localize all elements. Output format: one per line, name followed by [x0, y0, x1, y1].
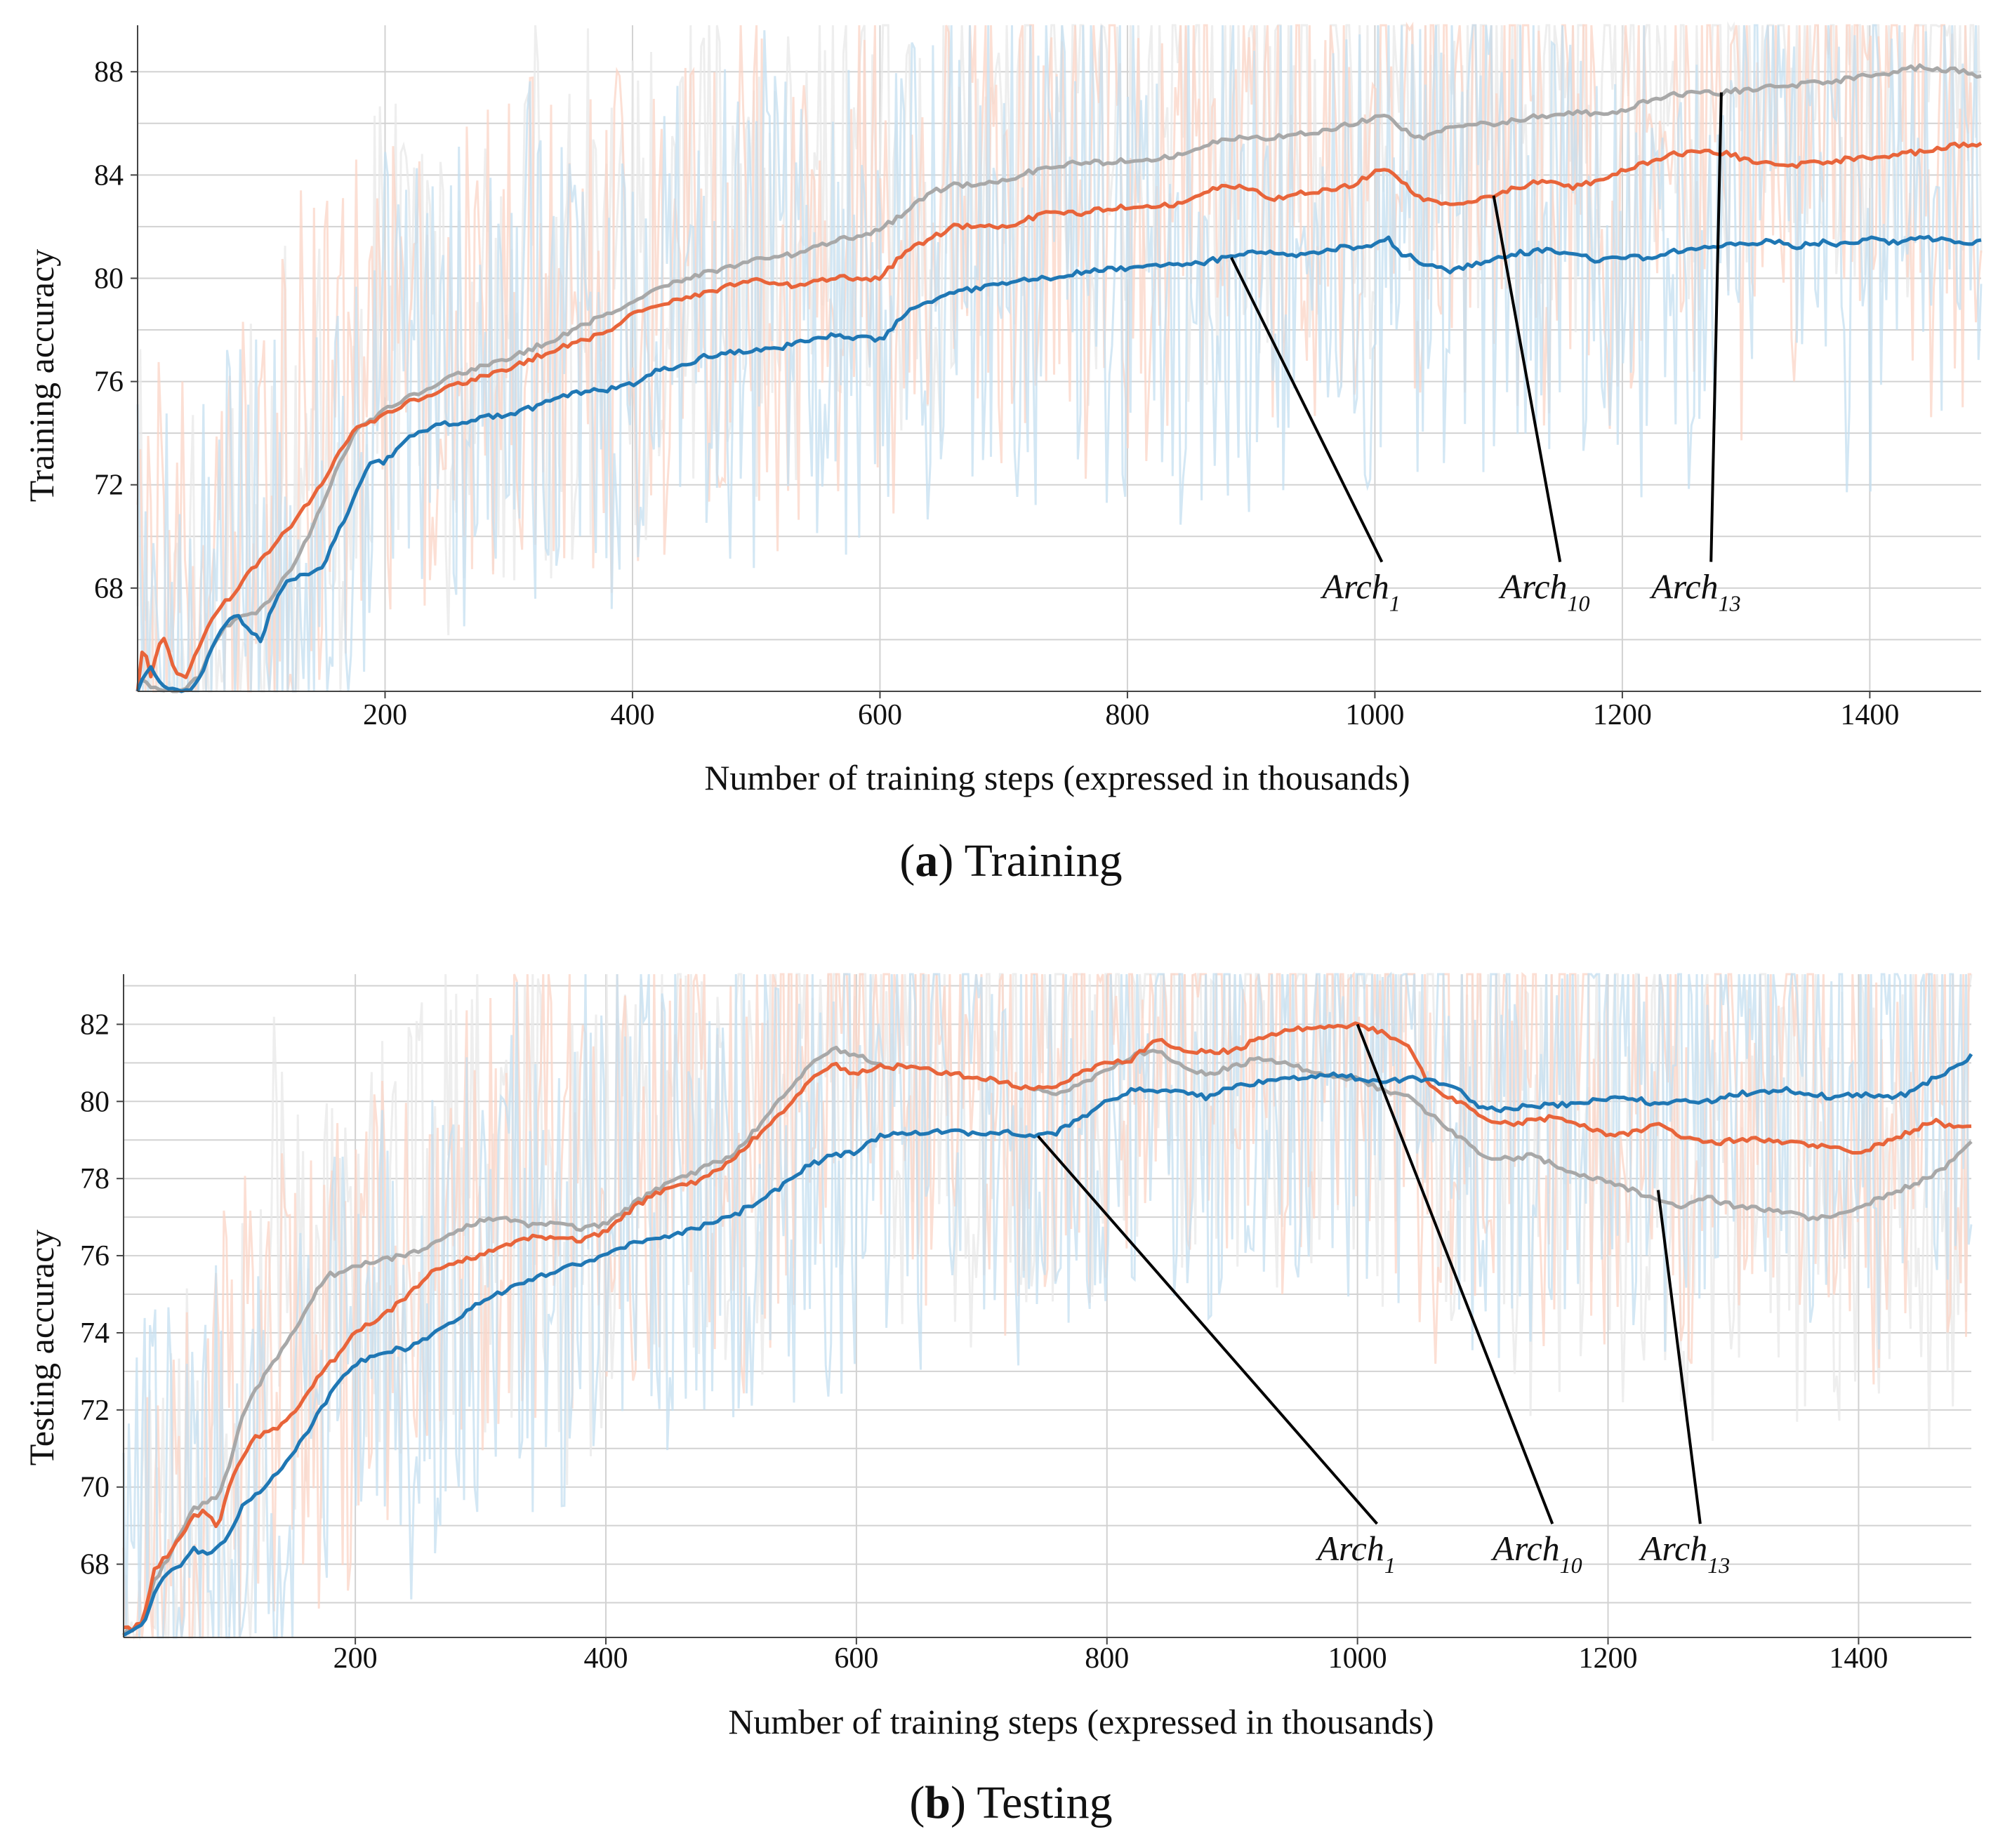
testing-label-arch1: Arch1 — [1315, 1529, 1395, 1578]
training-leader-arch10 — [1492, 195, 1562, 562]
training-leader-arch1 — [1230, 257, 1384, 563]
training-y-tick-label: 68 — [94, 573, 124, 605]
training-y-tick-label: 72 — [94, 470, 124, 502]
training-line-arch1 — [135, 234, 1982, 693]
annotation-subscript: 10 — [1568, 591, 1590, 616]
chart-training: 68 72 76 80 84 88 200 400 600 800 1000 1200 1400 Arc… — [22, 21, 1983, 886]
caption-training-letter: a — [915, 835, 938, 886]
training-x-tick-label: 600 — [858, 699, 902, 731]
caption-testing-letter: b — [925, 1777, 951, 1828]
annotation-text: Arch — [1498, 567, 1567, 606]
training-x-tick-label: 1000 — [1345, 699, 1404, 731]
annotation-text: Arch — [1649, 567, 1718, 606]
testing-leader-arch1 — [1037, 1135, 1378, 1525]
testing-raw-noise — [122, 971, 1973, 1641]
annotation-subscript: 1 — [1384, 1553, 1396, 1578]
training-raw-trace-arch10 — [136, 21, 1983, 693]
testing-label-arch13: Arch13 — [1639, 1529, 1730, 1578]
training-axes: 68 72 76 80 84 88 200 400 600 800 1000 1200 1400 — [94, 25, 1981, 731]
training-x-tick-label: 1400 — [1840, 699, 1899, 731]
training-x-tick-label: 1200 — [1593, 699, 1652, 731]
annotation-text: Arch — [1639, 1529, 1707, 1568]
testing-axes: 68 70 72 74 76 78 80 82 200 400 600 800 1000 1200 1400 — [80, 974, 1971, 1675]
testing-x-tick-label: 600 — [834, 1642, 878, 1675]
testing-y-tick-label: 80 — [80, 1086, 110, 1118]
annotation-subscript: 10 — [1560, 1553, 1582, 1578]
training-line-arch13 — [135, 63, 1982, 693]
testing-x-tick-label: 1000 — [1328, 1642, 1387, 1675]
testing-y-tick-label: 70 — [80, 1472, 110, 1504]
testing-leader-arch10 — [1356, 1023, 1554, 1524]
testing-y-tick-label: 72 — [80, 1395, 110, 1427]
training-annotations: Arch1 Arch10 Arch13 — [1230, 92, 1741, 616]
training-y-axis-label: Training accuracy — [22, 249, 61, 503]
training-series-lines — [135, 63, 1983, 693]
testing-annotations: Arch1 Arch10 Arch13 — [1037, 1023, 1730, 1578]
testing-line-arch10 — [123, 1021, 1972, 1633]
training-y-tick-label: 80 — [94, 262, 124, 295]
testing-y-tick-label: 74 — [80, 1317, 110, 1350]
training-x-tick-label: 200 — [363, 699, 407, 731]
testing-line-arch13 — [122, 1045, 1973, 1637]
testing-x-tick-label: 1200 — [1579, 1642, 1638, 1675]
training-label-arch10: Arch10 — [1498, 567, 1589, 616]
training-y-tick-label: 88 — [94, 56, 124, 88]
training-label-arch13: Arch13 — [1649, 567, 1740, 616]
annotation-text: Arch — [1320, 567, 1389, 606]
training-raw-trace-arch1 — [136, 24, 1983, 693]
testing-x-tick-label: 800 — [1085, 1642, 1129, 1675]
testing-y-axis-label: Testing accuracy — [22, 1230, 61, 1466]
training-line-arch10 — [135, 141, 1983, 692]
caption-testing: (b) Testing — [909, 1777, 1112, 1828]
chart-testing: 68 70 72 74 76 78 80 82 200 400 600 800 1000 1200 1400… — [22, 971, 1973, 1828]
training-raw-noise — [136, 21, 1983, 693]
caption-training-text: Training — [965, 835, 1123, 886]
annotation-subscript: 1 — [1389, 591, 1401, 616]
testing-raw-trace-arch1 — [122, 971, 1973, 1639]
testing-y-tick-label: 82 — [80, 1009, 110, 1041]
training-y-tick-label: 84 — [94, 159, 124, 192]
annotation-subscript: 13 — [1707, 1553, 1730, 1578]
training-x-tick-label: 800 — [1105, 699, 1149, 731]
annotation-subscript: 13 — [1719, 591, 1741, 616]
caption-training: (a) Training — [899, 835, 1122, 886]
testing-series-lines — [122, 1021, 1973, 1637]
training-y-tick-label: 76 — [94, 366, 124, 399]
testing-y-tick-label: 68 — [80, 1549, 110, 1581]
testing-y-tick-label: 78 — [80, 1163, 110, 1195]
training-x-axis-label: Number of training steps (expressed in t… — [704, 758, 1410, 797]
testing-x-tick-label: 200 — [333, 1642, 378, 1675]
training-label-arch1: Arch1 — [1320, 567, 1400, 616]
training-x-tick-label: 400 — [610, 699, 654, 731]
testing-x-axis-label: Number of training steps (expressed in t… — [728, 1702, 1434, 1741]
training-leader-arch13 — [1709, 92, 1723, 562]
annotation-text: Arch — [1315, 1529, 1384, 1568]
testing-line-arch1 — [122, 1053, 1973, 1637]
testing-leader-arch13 — [1656, 1190, 1702, 1524]
testing-x-tick-label: 1400 — [1829, 1642, 1888, 1675]
testing-y-tick-label: 76 — [80, 1240, 110, 1272]
annotation-text: Arch — [1490, 1529, 1559, 1568]
testing-x-tick-label: 400 — [583, 1642, 628, 1675]
testing-label-arch10: Arch10 — [1490, 1529, 1582, 1578]
caption-testing-text: Testing — [977, 1777, 1112, 1828]
